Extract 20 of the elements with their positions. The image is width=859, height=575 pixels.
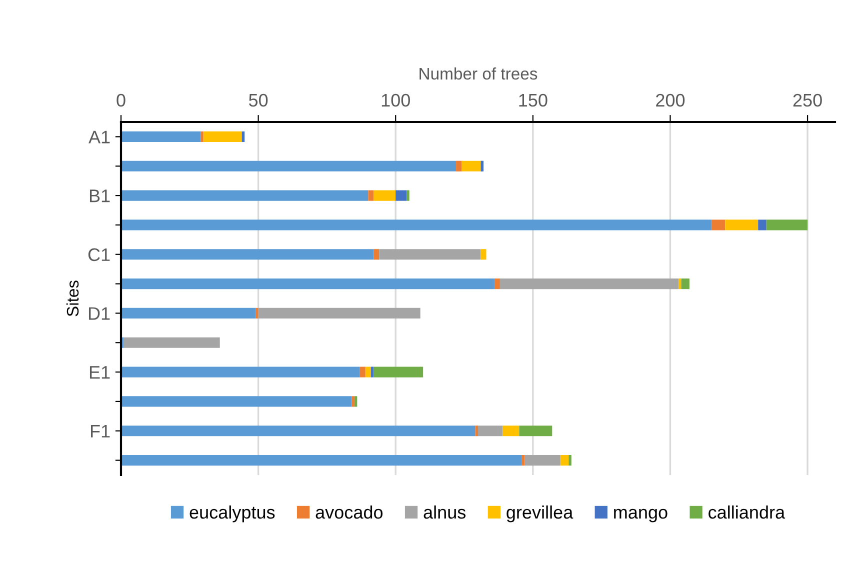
x-tick-label: 200: [656, 94, 685, 107]
y-tick-label: C1: [88, 248, 110, 262]
legend-label: calliandra: [708, 505, 786, 519]
legend-label: grevillea: [506, 505, 574, 522]
y-tick-label: A1: [88, 130, 110, 144]
x-tick-label: 50: [248, 94, 268, 107]
legend-label: eucalyptus: [190, 505, 275, 522]
y-tick-label: B1: [90, 190, 110, 202]
x-axis-title: Number of trees: [420, 67, 538, 80]
x-tick-label: 150: [519, 94, 548, 107]
legend-label: alnus: [424, 505, 466, 519]
y-tick-label: F1: [90, 424, 110, 438]
y-tick-label: D1: [88, 307, 110, 320]
legend-label: avocado: [316, 505, 383, 519]
x-tick-label: 250: [793, 94, 822, 107]
legend-label: mango: [614, 508, 668, 522]
y-axis-title: Sites: [66, 280, 79, 316]
x-tick-label: 0: [116, 94, 126, 107]
x-tick-label: 100: [382, 94, 410, 107]
y-tick-label: E1: [90, 366, 110, 379]
